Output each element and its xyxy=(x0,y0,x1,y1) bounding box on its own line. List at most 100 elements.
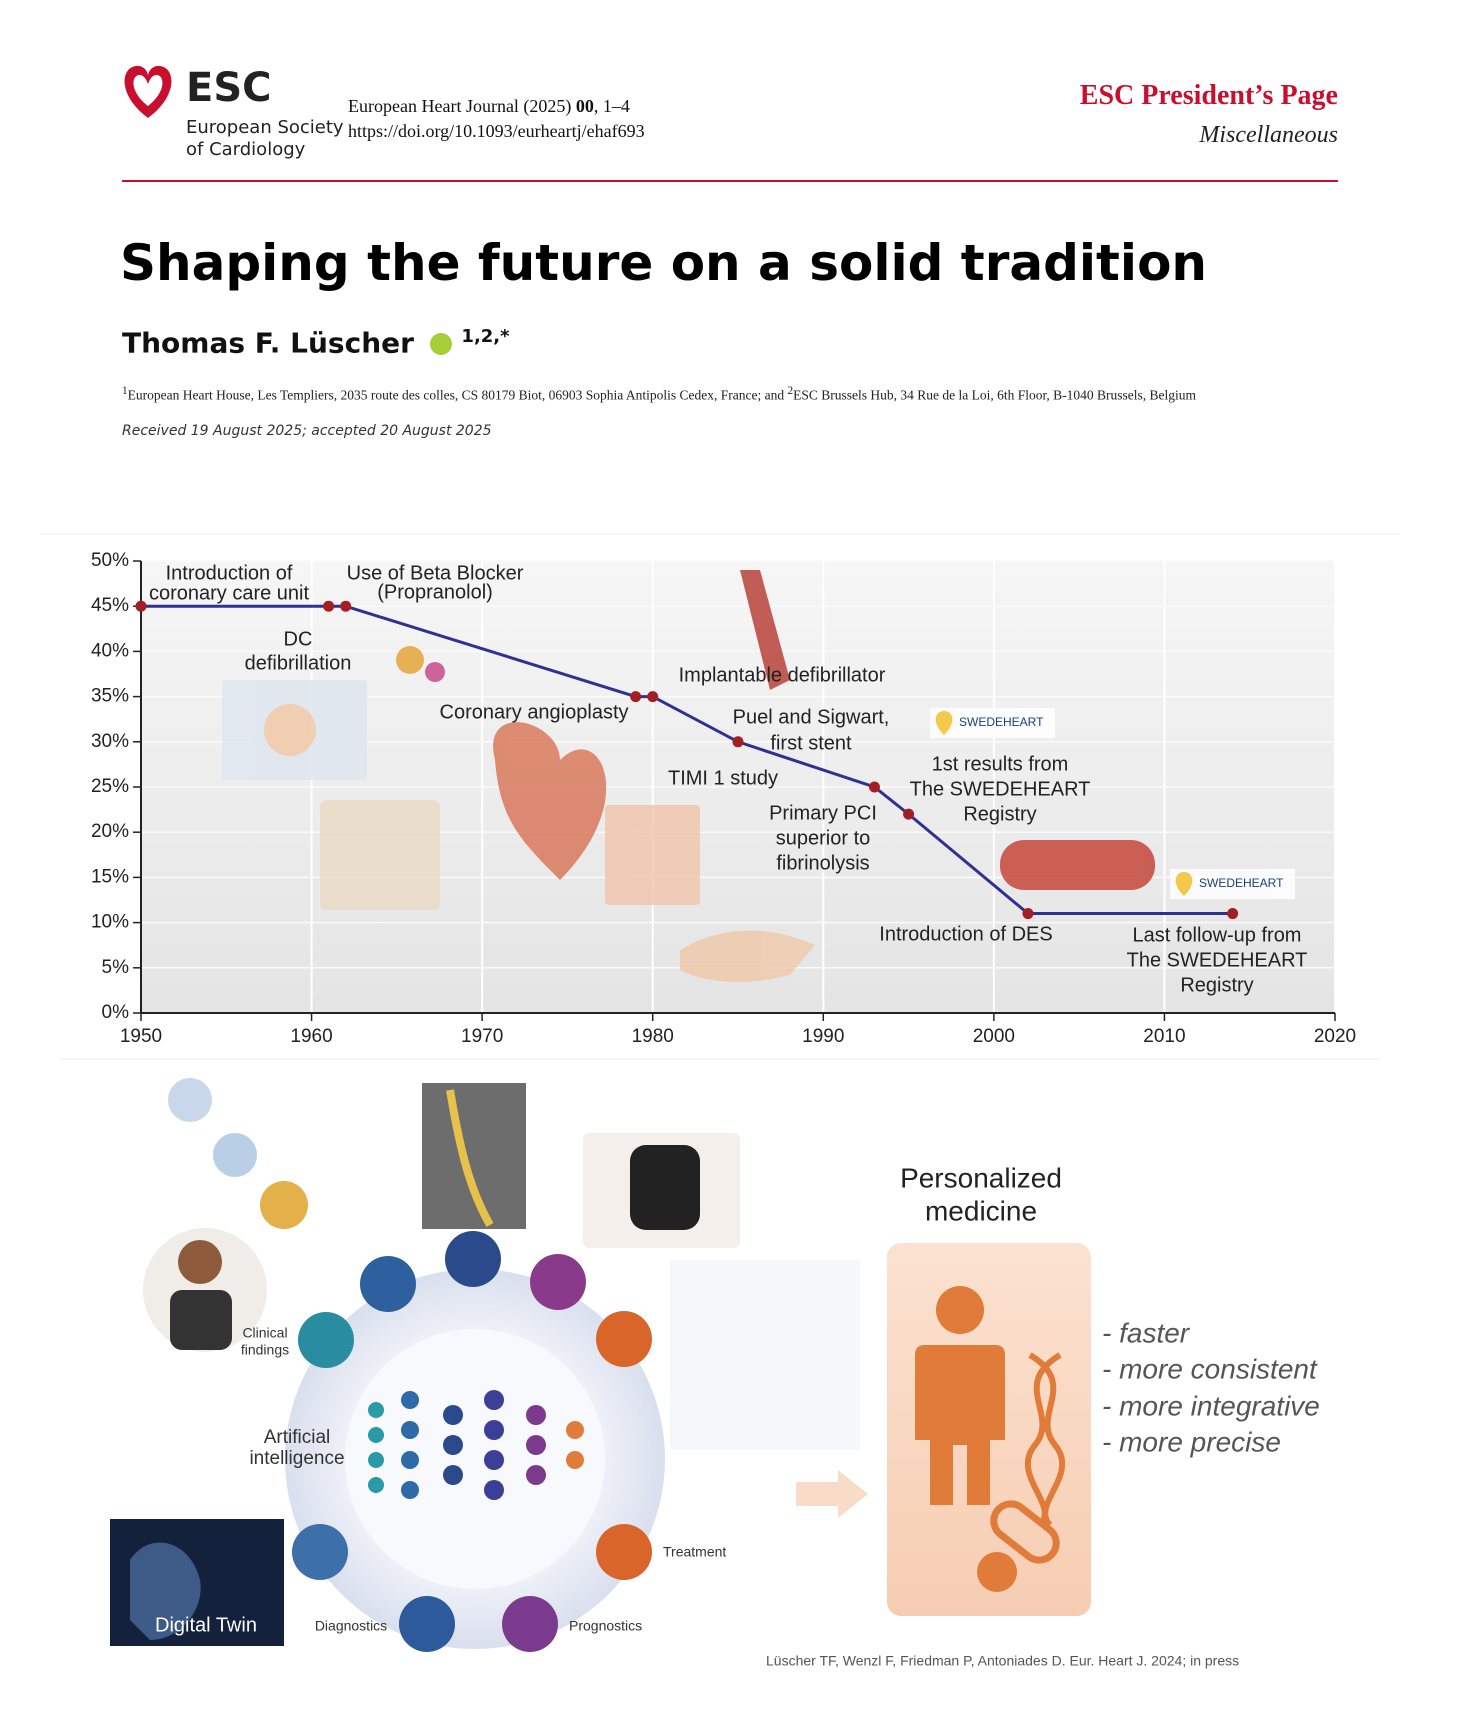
icon-circle xyxy=(530,1254,586,1310)
data-point xyxy=(647,691,659,703)
affiliation: ESC Brussels Hub, 34 Rue de la Loi, 6th … xyxy=(793,387,1197,403)
annotation: Implantable defibrillator xyxy=(679,664,886,686)
author-marks: 1,2,* xyxy=(461,326,510,347)
x-tick-label: 1950 xyxy=(120,1026,162,1047)
person-head xyxy=(936,1286,984,1334)
section: ESC President’s Page xyxy=(1079,80,1338,111)
x-tick-label: 1990 xyxy=(802,1026,844,1047)
nn-node xyxy=(566,1421,584,1439)
nn-node xyxy=(368,1427,384,1443)
annotation: TIMI 1 study xyxy=(668,767,778,789)
nn-node xyxy=(443,1435,463,1455)
annotation: first stent xyxy=(770,732,852,754)
y-tick-label: 30% xyxy=(91,731,129,752)
data-point xyxy=(323,600,335,612)
nn-node xyxy=(401,1451,419,1469)
data-line xyxy=(141,604,1233,916)
y-tick-label: 20% xyxy=(91,821,129,842)
illustration-photo xyxy=(605,805,700,905)
nn-node xyxy=(484,1450,504,1470)
icon-circle xyxy=(298,1312,354,1368)
benefit: - faster xyxy=(1102,1317,1191,1348)
dna-diagram xyxy=(670,1260,860,1450)
illustration-photo xyxy=(320,800,440,910)
data-point xyxy=(630,691,642,703)
society-name: of Cardiology xyxy=(186,139,306,160)
annotation: superior to xyxy=(776,827,871,849)
affiliation-mark: 1 xyxy=(122,385,128,397)
y-tick-label: 15% xyxy=(91,866,129,887)
x-tick-label: 2010 xyxy=(1143,1026,1185,1047)
annotation: Introduction of DES xyxy=(879,923,1052,945)
arrow xyxy=(796,1470,868,1518)
label: Treatment xyxy=(663,1544,726,1560)
illustration-pill xyxy=(425,662,445,682)
logo-heart xyxy=(935,711,953,735)
affiliations: 1European Heart House, Les Templiers, 20… xyxy=(122,385,1196,404)
nn-node xyxy=(443,1465,463,1485)
annotation: coronary care unit xyxy=(149,582,310,604)
label: Clinical xyxy=(242,1325,287,1341)
annotation: defibrillation xyxy=(245,652,352,674)
y-tick-label: 45% xyxy=(91,595,129,616)
nn-node xyxy=(401,1421,419,1439)
dna-strand xyxy=(1028,1352,1065,1528)
icon-circle xyxy=(399,1596,455,1652)
nn-node xyxy=(526,1405,546,1425)
logo-label: SWEDEHEART xyxy=(959,715,1044,729)
ai-core xyxy=(345,1329,605,1589)
y-tick-label: 40% xyxy=(91,640,129,661)
affiliation-mark: 2 xyxy=(787,385,794,397)
patient-head xyxy=(178,1240,222,1284)
data-point xyxy=(868,781,880,793)
figure-credit: Lüscher TF, Wenzl F, Friedman P, Antonia… xyxy=(766,1653,1239,1669)
imaging-photo xyxy=(422,1083,526,1229)
watch-body xyxy=(630,1145,700,1230)
icon-circle xyxy=(445,1231,501,1287)
icon-circle xyxy=(292,1524,348,1580)
figure-title: Personalized xyxy=(900,1162,1062,1193)
volume: 00 xyxy=(575,96,594,116)
logo-heart-inner xyxy=(133,75,163,106)
article-title: Shaping the future on a solid tradition xyxy=(120,234,1208,292)
society-name: European Society xyxy=(186,117,344,138)
label: findings xyxy=(241,1342,289,1358)
icon-circle xyxy=(596,1311,652,1367)
annotation: Use of Beta Blocker xyxy=(347,562,524,584)
nn-node xyxy=(401,1391,419,1409)
dna-strand xyxy=(1025,1352,1062,1528)
x-tick-label: 2020 xyxy=(1314,1026,1356,1047)
benefit: - more consistent xyxy=(1102,1353,1318,1384)
illustration-heart xyxy=(493,722,607,880)
doi: https://doi.org/10.1093/eurheartj/ehaf69… xyxy=(348,121,645,141)
label: intelligence xyxy=(249,1448,344,1469)
author: Thomas F. Lüscher 1,2,* xyxy=(122,326,510,359)
nn-node xyxy=(368,1452,384,1468)
x-tick-label: 1960 xyxy=(290,1026,332,1047)
x-tick-label: 1980 xyxy=(632,1026,674,1047)
annotation: fibrinolysis xyxy=(776,852,869,874)
annotation: Puel and Sigwart, xyxy=(733,706,890,728)
y-tick-label: 10% xyxy=(91,912,129,933)
nn-node xyxy=(484,1390,504,1410)
category: Miscellaneous xyxy=(1199,122,1338,148)
y-tick-label: 50% xyxy=(91,550,129,571)
data-point xyxy=(732,736,744,748)
label: Artificial xyxy=(264,1427,331,1448)
data-point xyxy=(1022,908,1034,920)
logo-label: SWEDEHEART xyxy=(1199,876,1284,890)
imaging-vessel xyxy=(446,1089,494,1227)
molecule xyxy=(260,1181,308,1229)
x-tick-label: 1970 xyxy=(461,1026,503,1047)
person-body xyxy=(915,1345,1005,1505)
label: Diagnostics xyxy=(315,1618,387,1634)
affiliation: European Heart House, Les Templiers, 203… xyxy=(127,387,785,403)
annotation: Introduction of xyxy=(166,562,293,584)
annotation: Last follow-up from xyxy=(1133,924,1302,946)
molecule xyxy=(213,1133,257,1177)
illustration-shape xyxy=(264,704,316,756)
pages: , 1–4 xyxy=(593,96,630,116)
